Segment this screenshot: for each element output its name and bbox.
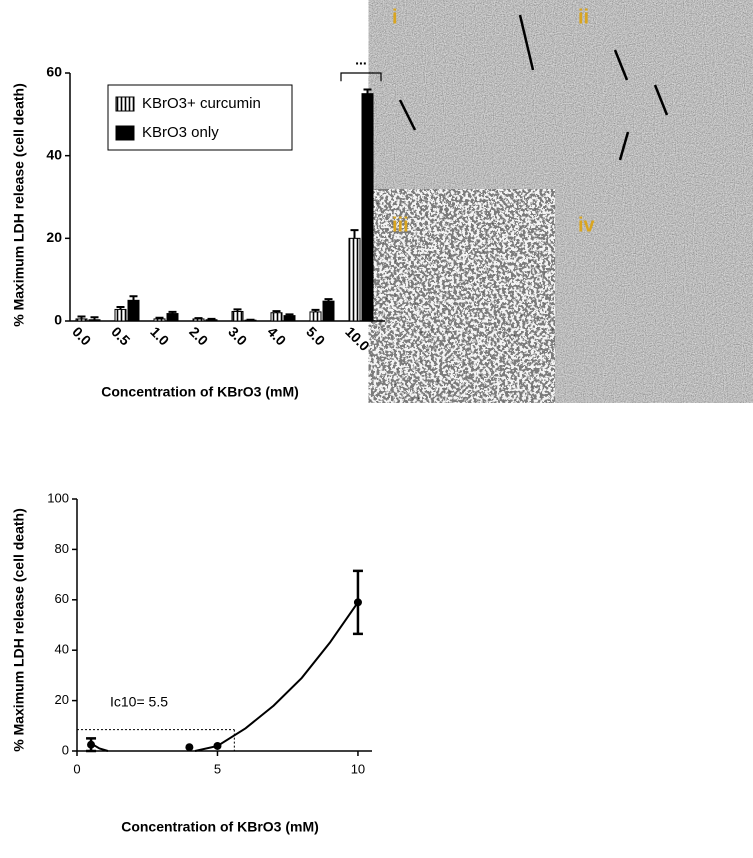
y-tick-label: 0 <box>62 742 69 757</box>
y-tick-label: 60 <box>55 591 69 606</box>
x-axis-label: Concentration of KBrO3 (mM) <box>101 384 299 400</box>
micrograph <box>573 0 753 200</box>
x-tick-label: 1.0 <box>147 323 172 348</box>
y-tick-label: 60 <box>46 64 62 80</box>
micrographs <box>387 0 753 385</box>
data-point <box>213 742 221 750</box>
x-tick-label: 4.0 <box>264 323 289 348</box>
data-point <box>87 741 95 749</box>
y-axis-label: % Maximum LDH release (cell death) <box>11 83 27 327</box>
error-bar <box>208 319 216 320</box>
bar <box>271 313 282 321</box>
panel-label: iv <box>578 214 596 236</box>
legend-swatch <box>116 97 134 111</box>
x-tick-label: 5 <box>214 761 221 776</box>
x-tick-label: 10.0 <box>342 323 373 354</box>
x-axis-label: Concentration of KBrO3 (mM) <box>121 819 319 835</box>
x-tick-label: 10 <box>351 761 365 776</box>
annotation: Ic10= 5.5 <box>110 694 168 710</box>
x-tick-label: 0 <box>73 761 80 776</box>
x-tick-label: 3.0 <box>225 323 250 348</box>
fit-curve <box>91 602 358 751</box>
x-tick-label: 5.0 <box>303 323 328 348</box>
y-tick-label: 0 <box>54 312 62 328</box>
x-tick-label: 0.0 <box>69 323 94 348</box>
significance: ... <box>355 51 367 67</box>
bar <box>167 314 178 321</box>
y-tick-label: 100 <box>47 490 69 505</box>
micrograph <box>387 0 570 200</box>
x-tick-label: 2.0 <box>186 323 211 348</box>
bar <box>89 320 100 321</box>
bar <box>193 319 204 321</box>
micrograph <box>573 207 753 385</box>
panel-label: i <box>392 6 398 28</box>
bar <box>76 319 87 321</box>
legend-swatch <box>116 126 134 140</box>
bar <box>128 300 139 321</box>
y-tick-label: 80 <box>55 541 69 556</box>
error-bar <box>364 90 372 94</box>
bar <box>232 311 243 321</box>
bar <box>310 312 321 321</box>
bar <box>284 316 295 321</box>
y-tick-label: 20 <box>46 229 62 245</box>
y-tick-label: 20 <box>55 692 69 707</box>
bar <box>206 320 217 321</box>
x-tick-label: 0.5 <box>108 323 133 348</box>
bar <box>115 309 126 321</box>
significance-bracket <box>341 73 381 81</box>
bar <box>154 319 165 321</box>
legend-label: KBrO3+ curcumin <box>142 95 261 112</box>
micrograph <box>387 207 570 385</box>
data-point <box>185 743 193 751</box>
bar <box>323 301 334 321</box>
y-tick-label: 40 <box>46 146 62 162</box>
y-tick-label: 40 <box>55 642 69 657</box>
legend-label: KBrO3 only <box>142 124 219 141</box>
y-axis-label: % Maximum LDH release (cell death) <box>11 508 27 752</box>
data-point <box>354 598 362 606</box>
bar <box>362 94 373 321</box>
error-bar <box>130 296 138 300</box>
panel-label: ii <box>578 6 589 28</box>
bar <box>349 238 360 321</box>
error-bar <box>351 230 359 238</box>
error-bar <box>195 318 203 319</box>
panel-label: iii <box>392 214 409 236</box>
